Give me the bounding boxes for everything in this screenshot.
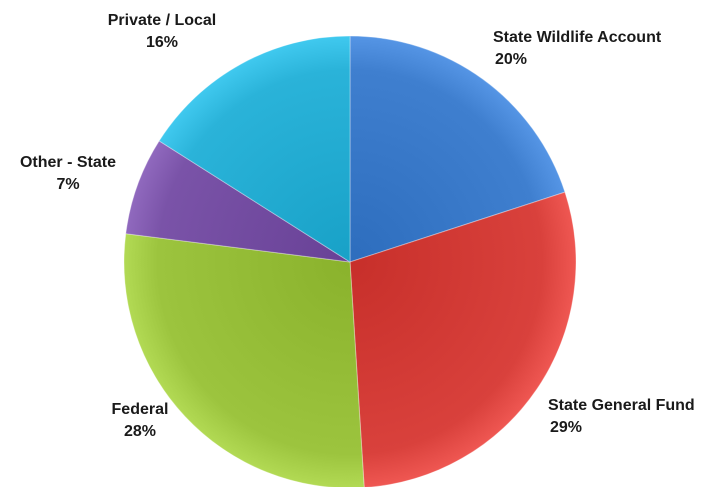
slice-name-private-local: Private / Local [108,12,217,29]
pie-slice-federal [123,233,365,487]
slice-percent-other-state: 7% [56,176,79,193]
pie-slice-other-state [125,140,351,263]
pie-slice-state-wildlife-account [349,35,566,263]
slice-percent-state-wildlife-account: 20% [495,51,527,68]
slice-name-federal: Federal [112,401,169,418]
slice-percent-private-local: 16% [146,34,178,51]
slice-percent-state-general-fund: 29% [550,419,582,436]
slice-label-federal: Federal 28% [112,401,169,440]
slice-name-state-general-fund: State General Fund [548,397,695,414]
pie-slice-state-general-fund [349,191,577,487]
slice-label-state-general-fund: State General Fund 29% [548,397,695,436]
slice-percent-federal: 28% [124,423,156,440]
slice-name-state-wildlife-account: State Wildlife Account [493,29,662,46]
pie-slices [123,35,577,487]
pie-labels: State Wildlife Account 20% State General F… [20,12,695,440]
slice-label-private-local: Private / Local 16% [108,12,217,51]
pie-slice-private-local [158,35,351,263]
slice-name-other-state: Other - State [20,154,116,171]
slice-label-state-wildlife-account: State Wildlife Account 20% [493,29,662,68]
slice-label-other-state: Other - State 7% [20,154,116,193]
